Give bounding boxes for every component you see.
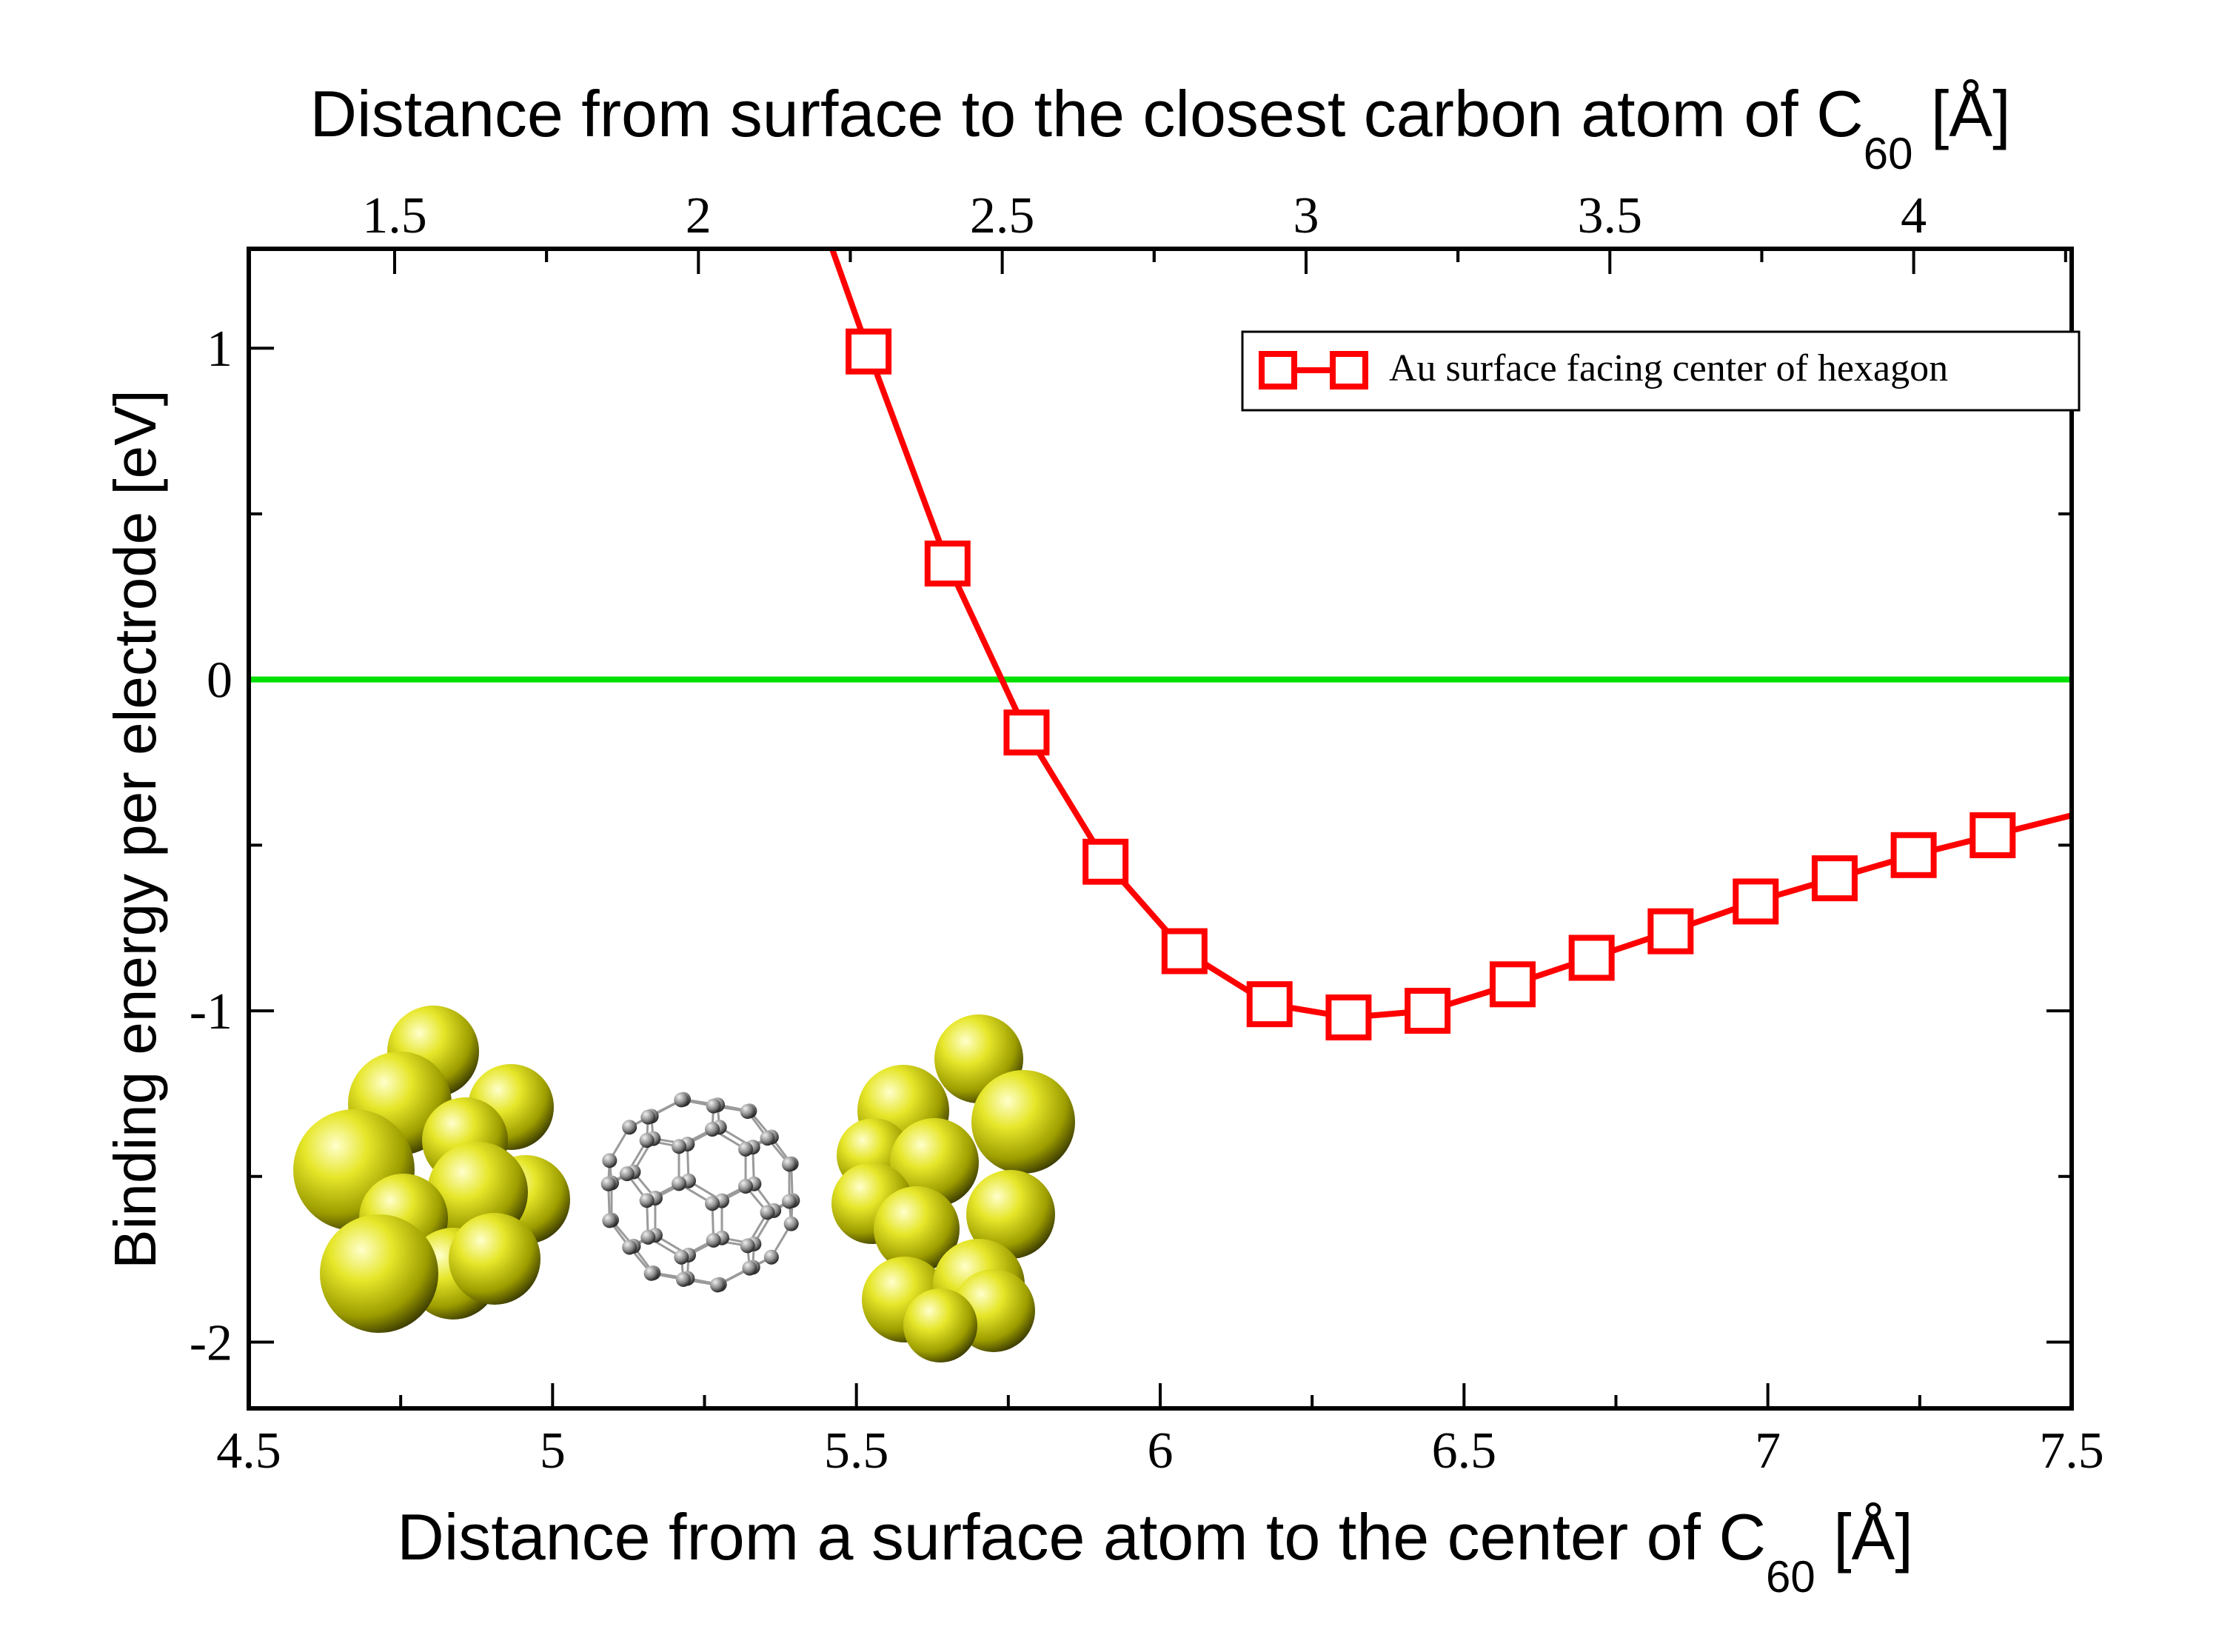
x2-tick-label: 1.5 [362,187,427,244]
c60-atom [672,1176,687,1191]
c60-atom [602,1153,617,1168]
plot-area [249,249,2072,1041]
x2-tick-label: 3 [1293,187,1319,244]
x-tick-label: 7.5 [2039,1422,2104,1479]
data-point-marker [1489,961,1536,1008]
c60-atom [706,1232,721,1248]
y-axis-title: Binding energy per electrode [eV] [102,389,168,1268]
c60-atom [675,1271,691,1287]
bottom-axis-title: Distance from a surface atom to the cent… [397,1500,1913,1602]
data-point-marker [1082,838,1129,885]
legend-label: Au surface facing center of hexagon [1389,347,1948,389]
data-point-marker [1811,855,1858,902]
top-axis-title: Distance from surface to the closest car… [309,77,2010,178]
legend-marker-1 [1259,351,1297,389]
x-tick-label: 5.5 [824,1422,889,1479]
c60-atom [705,1122,720,1137]
c60-atom [781,1157,797,1172]
left-gold-electrode [293,1006,570,1333]
data-point-marker [1568,934,1615,981]
y-tick-label: 1 [207,321,232,378]
c60-atom [640,1229,656,1245]
c60-atom [643,1265,659,1281]
data-point-marker [1325,994,1372,1041]
x2-tick-label: 4 [1901,187,1927,244]
c60-atom [600,1176,616,1191]
data-point-marker [924,541,971,587]
c60-atom [705,1196,720,1211]
c60-atom [783,1216,799,1231]
data-point-marker [1890,832,1937,878]
c60-fullerene [600,1091,800,1293]
c60-atom [740,1238,755,1254]
c60-atom [639,1133,655,1148]
bottom-axis-title-unit: [Å] [1815,1500,1913,1574]
y-tick-label: -2 [190,1315,232,1372]
c60-atom [640,1109,656,1125]
c60-atom [674,1092,689,1108]
x-tick-label: 5 [540,1422,566,1479]
legend-box [1241,330,2081,412]
data-point-marker [1405,988,1451,1034]
c60-atom [781,1194,797,1209]
data-point-marker [1161,928,1208,974]
x2-tick-label: 2 [686,187,712,244]
data-point-marker [1733,878,1779,925]
c60-atom [710,1277,726,1293]
top-axis-title-unit: [Å] [1912,77,2010,150]
x-tick-label: 6.5 [1432,1422,1497,1479]
top-axis-title-subscript: 60 [1864,129,1913,178]
c60-atom [760,1205,775,1220]
c60-atom [706,1098,721,1114]
x-tick-label: 4.5 [216,1422,281,1479]
legend-marker-2 [1330,351,1368,389]
x2-tick-label: 2.5 [970,187,1035,244]
c60-atom [602,1213,617,1228]
tick-labels: 4.5 5 5.5 6 6.5 7 7.5 1.5 2 2.5 3 3.5 4 1 0 -1 -2 [190,187,2104,1479]
c60-atom [738,1179,754,1194]
top-axis-title-main: Distance from surface to the closest car… [309,77,1863,150]
c60-atom [672,1139,687,1154]
bottom-axis-title-subscript: 60 [1766,1552,1815,1602]
c60-atom [760,1131,775,1146]
data-point-marker [1246,981,1293,1028]
data-point-marker [846,328,892,375]
c60-atom [763,1249,779,1265]
plot-frame [247,247,2074,1411]
x-tick-label: 6 [1148,1422,1174,1479]
bottom-axis-title-main: Distance from a surface atom to the cent… [397,1500,1766,1574]
data-point-marker [1969,812,2016,858]
c60-atom [622,1240,637,1255]
right-gold-electrode [831,1014,1075,1362]
c60-atom [742,1260,757,1276]
legend: Au surface facing center of hexagon [1241,330,2081,412]
c60-atom [674,1249,689,1265]
data-point-marker [1647,908,1694,954]
c60-atom [738,1141,754,1157]
c60-atom [619,1166,635,1182]
c60-atom [639,1193,655,1208]
junction-illustration [293,1006,1075,1362]
c60-atom [622,1120,637,1135]
y-tick-label: 0 [207,652,232,709]
x2-tick-label: 3.5 [1578,187,1643,244]
x-tick-label: 7 [1755,1422,1781,1479]
c60-atom [740,1104,755,1120]
data-point-marker [1003,709,1050,756]
y-tick-label: -1 [190,983,232,1040]
